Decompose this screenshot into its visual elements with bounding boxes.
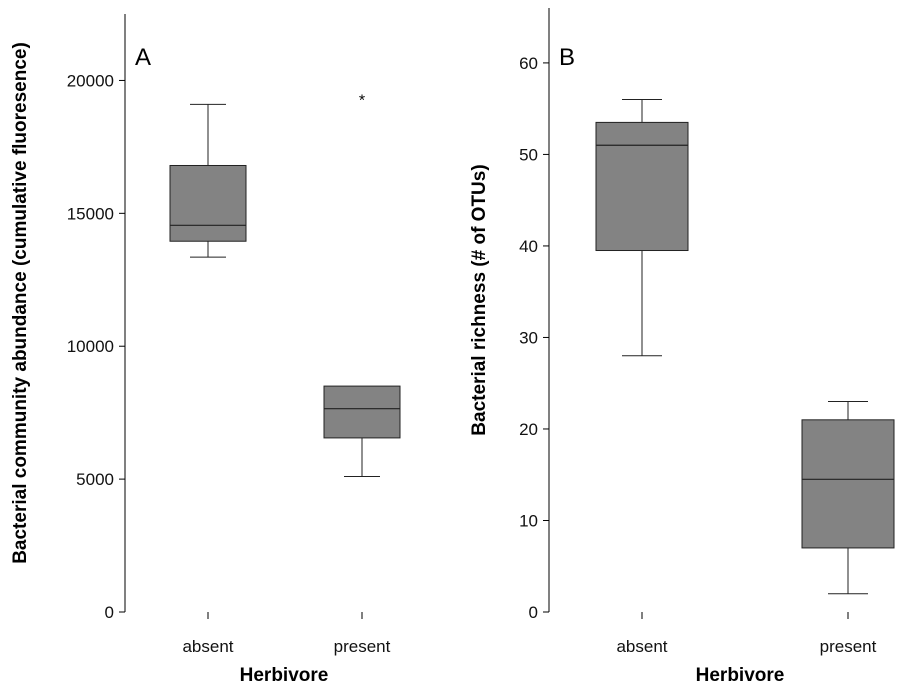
x-axis-title: Herbivore	[696, 665, 785, 686]
y-tick-label: 40	[519, 237, 538, 256]
outlier-marker: *	[359, 92, 365, 109]
box-iqr	[323, 385, 401, 439]
y-tick-label: 0	[105, 603, 114, 622]
y-tick-label: 20	[519, 420, 538, 439]
box-plot-absent	[595, 99, 689, 357]
box-iqr	[801, 419, 895, 549]
box-plot-present: *	[323, 92, 401, 477]
box-plot-absent	[169, 103, 247, 258]
y-tick-label: 60	[519, 54, 538, 73]
y-tick-label: 15000	[67, 204, 114, 223]
x-tick-label: absent	[182, 637, 233, 656]
y-tick-label: 0	[529, 603, 538, 622]
y-axis-title: Bacterial richness (# of OTUs)	[469, 164, 490, 435]
x-tick-label: present	[334, 637, 391, 656]
box-iqr	[169, 164, 247, 242]
y-tick-label: 10	[519, 511, 538, 530]
y-axis-title: Bacterial community abundance (cumulativ…	[10, 42, 31, 564]
y-tick-label: 5000	[76, 470, 114, 489]
y-tick-label: 50	[519, 145, 538, 164]
panel-label: A	[135, 44, 151, 71]
box-plot-present	[801, 401, 895, 595]
chart-panel-b: 0 10 20 30 40 50 60 absent present Bacterial rich…	[469, 8, 895, 686]
chart-panel-a: 0 5000 10000 15000 20000 absent present * Bacter…	[10, 14, 401, 686]
x-tick-label: absent	[616, 637, 667, 656]
y-tick-label: 30	[519, 328, 538, 347]
box-iqr	[595, 121, 689, 252]
x-tick-label: present	[820, 637, 877, 656]
panel-label: B	[559, 44, 575, 71]
y-tick-label: 20000	[67, 71, 114, 90]
x-axis-title: Herbivore	[240, 665, 329, 686]
y-tick-label: 10000	[67, 337, 114, 356]
